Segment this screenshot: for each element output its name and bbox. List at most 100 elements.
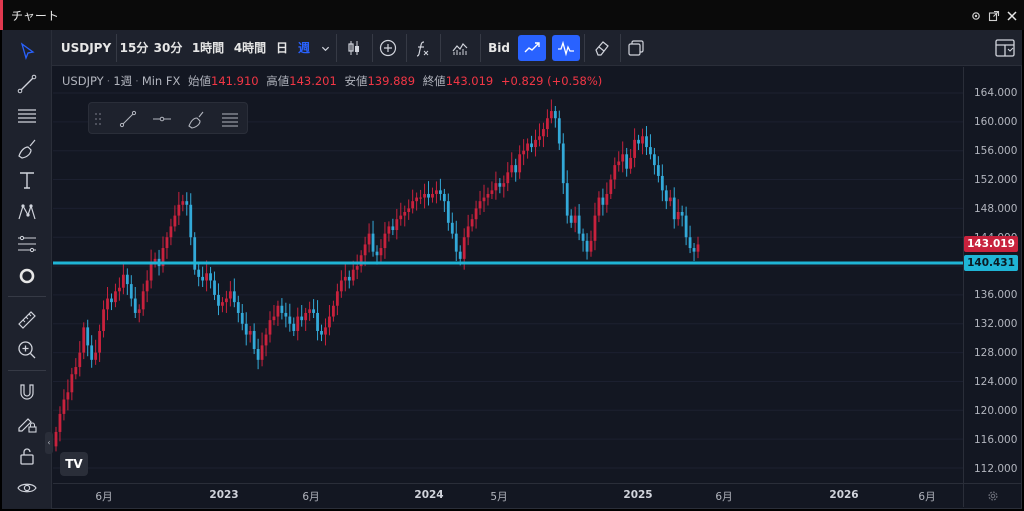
candle — [490, 190, 494, 194]
candle — [581, 233, 585, 241]
candle — [82, 327, 86, 353]
float-hline-tool[interactable] — [149, 107, 175, 131]
interval-4h[interactable]: 4時間 — [233, 41, 267, 55]
interval-30m[interactable]: 30分 — [153, 41, 183, 55]
candle — [538, 136, 541, 140]
parallel-lines-tool[interactable] — [14, 104, 40, 128]
text-tool[interactable] — [14, 168, 40, 192]
candle — [137, 309, 141, 313]
trendline-icon — [119, 110, 137, 128]
interval-day[interactable]: 日 — [275, 41, 288, 55]
add-indicator-button[interactable] — [374, 35, 402, 61]
brush-tool[interactable] — [14, 136, 40, 160]
candle — [573, 215, 577, 223]
zoom-in-tool[interactable] — [14, 338, 40, 362]
close-icon[interactable] — [1006, 7, 1018, 21]
pencil-lock-icon — [18, 418, 37, 433]
candle — [106, 298, 109, 310]
trend-line-icon — [524, 42, 540, 53]
copy-icon — [628, 40, 644, 56]
candle — [435, 190, 438, 194]
time-label: 6月 — [302, 491, 320, 503]
candle — [324, 327, 327, 335]
ohlc-legend: USDJPY · 1週 · Min FX 始値141.910 高値143.201 安値1… — [62, 74, 603, 88]
clear-drawings-button[interactable] — [588, 35, 616, 61]
indicators-button[interactable] — [408, 35, 436, 61]
candle — [549, 111, 553, 119]
popout-icon[interactable] — [988, 7, 1000, 22]
drag-handle[interactable] — [91, 107, 105, 131]
interval-15m[interactable]: 15分 — [119, 41, 149, 55]
candle — [228, 291, 232, 299]
candle — [74, 367, 78, 375]
pattern-tool[interactable] — [14, 200, 40, 224]
text-icon — [20, 172, 34, 189]
magnet-tool[interactable] — [14, 380, 40, 404]
top-toolbar: USDJPY 15分 30分 1時間 4時間 日 週 Bid — [52, 30, 1022, 66]
chart-pane[interactable] — [53, 67, 963, 483]
candle — [470, 219, 474, 227]
bid-ask-toggle[interactable]: Bid — [488, 41, 510, 55]
candle — [660, 175, 664, 191]
candle — [482, 197, 486, 202]
candle — [395, 219, 399, 231]
candle — [189, 204, 193, 238]
candle — [173, 215, 177, 227]
candle — [427, 193, 430, 198]
candle — [403, 211, 407, 216]
chart-style-button[interactable] — [446, 35, 474, 61]
time-label: 2026 — [829, 489, 859, 501]
price-chart[interactable] — [53, 67, 963, 483]
candle — [502, 183, 506, 187]
hide-drawings-tool[interactable] — [14, 476, 40, 500]
interval-1h[interactable]: 1時間 — [191, 41, 225, 55]
candle — [593, 215, 597, 241]
legend-low-label: 安値 — [344, 74, 368, 88]
fib-tool[interactable] — [14, 232, 40, 256]
interval-week[interactable]: 週 — [297, 41, 310, 55]
trend-button[interactable] — [518, 35, 546, 61]
candle — [684, 215, 688, 238]
candle — [625, 154, 629, 169]
candle — [585, 240, 589, 252]
candle — [145, 280, 149, 292]
candle — [431, 193, 434, 198]
candle-type-button[interactable] — [340, 35, 368, 61]
legend-symbol: USDJPY — [62, 74, 104, 88]
gear-icon[interactable] — [970, 7, 982, 20]
time-scale[interactable]: 6月 2023 6月 2024 5月 2025 6月 2026 6月 — [53, 483, 963, 507]
float-lines-tool[interactable] — [217, 107, 243, 131]
candle — [355, 266, 359, 270]
candle — [225, 298, 228, 303]
candle — [114, 291, 117, 303]
duplicate-chart-button[interactable] — [622, 35, 650, 61]
candle — [304, 312, 308, 321]
pulse-button[interactable] — [552, 35, 580, 61]
candle — [70, 374, 74, 393]
lock-all-tool[interactable] — [14, 444, 40, 468]
symbol-selector[interactable]: USDJPY — [60, 41, 112, 55]
candle — [387, 226, 391, 234]
price-scale[interactable]: 164.000 160.000 156.000 152.000 148.000 … — [963, 67, 1021, 483]
shape-tool[interactable] — [14, 264, 40, 288]
layout-button[interactable] — [990, 33, 1020, 63]
collapse-toolbar-handle[interactable]: ‹ — [45, 432, 53, 454]
measure-tool[interactable] — [14, 308, 40, 332]
time-label: 5月 — [490, 491, 508, 503]
float-brush-tool[interactable] — [183, 107, 209, 131]
cursor-tool[interactable] — [14, 40, 40, 64]
chart-settings-button[interactable] — [963, 483, 1021, 507]
trendline-icon — [17, 74, 37, 94]
candle — [320, 330, 323, 335]
trendline-tool[interactable] — [14, 72, 40, 96]
lock-drawing-tool[interactable] — [14, 412, 40, 436]
candle — [296, 316, 300, 331]
time-label: 6月 — [95, 491, 113, 503]
candle — [201, 276, 205, 281]
candle — [236, 302, 240, 313]
time-label: 2024 — [414, 489, 444, 501]
candle — [351, 269, 355, 281]
float-trendline-tool[interactable] — [115, 107, 141, 131]
candle — [221, 302, 224, 306]
interval-dropdown[interactable] — [318, 30, 332, 66]
